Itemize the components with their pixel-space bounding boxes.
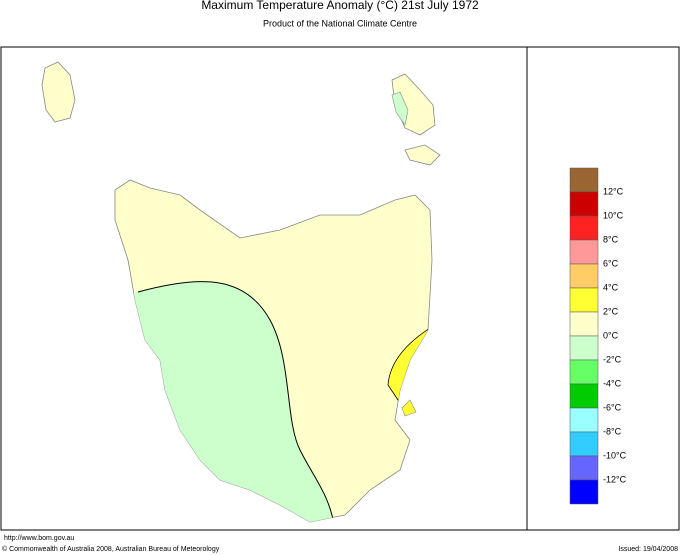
copyright: © Commonwealth of Australia 2008, Austra… (2, 545, 220, 553)
legend-label: 10°C (603, 210, 624, 220)
legend-swatch (569, 335, 599, 361)
legend-swatch (569, 479, 599, 505)
title: Maximum Temperature Anomaly (°C) 21st Ju… (201, 0, 479, 12)
legend-swatch (569, 407, 599, 433)
legend-label: 12°C (603, 186, 624, 196)
legend-label: 8°C (603, 234, 619, 244)
legend-label: -4°C (603, 378, 622, 388)
legend-swatch (569, 455, 599, 481)
legend-label: 6°C (603, 258, 619, 268)
url: http://www.bom.gov.au (4, 535, 74, 542)
legend-label: -10°C (603, 450, 627, 460)
legend-swatch (569, 287, 599, 313)
legend-label: 0°C (603, 330, 619, 340)
legend-swatch (569, 215, 599, 241)
legend: 12°C 10°C 8°C 6°C 4°C 2°C 0°C -2°C -4°C -6°C -8°C -… (569, 167, 627, 505)
legend-swatch (569, 359, 599, 385)
issued: Issued: 19/04/2008 (618, 546, 678, 553)
legend-swatch (569, 191, 599, 217)
legend-swatch (569, 431, 599, 457)
tasmania (41, 61, 441, 523)
legend-label: -2°C (603, 354, 622, 364)
legend-swatch (569, 263, 599, 289)
legend-label: -8°C (603, 426, 622, 436)
legend-swatch (569, 239, 599, 265)
legend-swatch (569, 311, 599, 337)
legend-swatch (569, 167, 599, 193)
legend-swatch (569, 383, 599, 409)
legend-label: -12°C (603, 474, 627, 484)
legend-label: 4°C (603, 282, 619, 292)
legend-label: -6°C (603, 402, 622, 412)
legend-label: 2°C (603, 306, 619, 316)
subtitle: Product of the National Climate Centre (263, 18, 417, 28)
frame (0, 46, 680, 531)
